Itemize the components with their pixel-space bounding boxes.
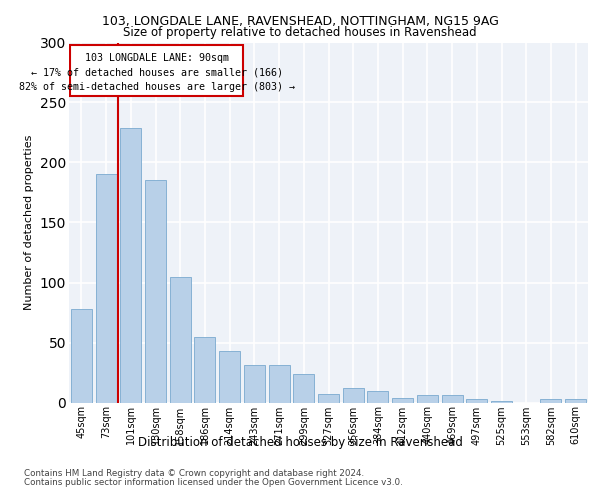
Bar <box>367 390 388 402</box>
Bar <box>343 388 364 402</box>
Bar <box>95 174 116 402</box>
Bar <box>269 366 290 403</box>
Bar <box>541 399 562 402</box>
Bar <box>392 398 413 402</box>
Bar <box>145 180 166 402</box>
Text: 103 LONGDALE LANE: 90sqm: 103 LONGDALE LANE: 90sqm <box>85 54 229 64</box>
Text: Size of property relative to detached houses in Ravenshead: Size of property relative to detached ho… <box>123 26 477 39</box>
Text: Distribution of detached houses by size in Ravenshead: Distribution of detached houses by size … <box>137 436 463 449</box>
Bar <box>219 351 240 403</box>
Bar <box>442 396 463 402</box>
Bar <box>318 394 339 402</box>
FancyBboxPatch shape <box>70 45 243 96</box>
Bar <box>194 336 215 402</box>
Text: 103, LONGDALE LANE, RAVENSHEAD, NOTTINGHAM, NG15 9AG: 103, LONGDALE LANE, RAVENSHEAD, NOTTINGH… <box>101 15 499 28</box>
Text: Contains HM Land Registry data © Crown copyright and database right 2024.: Contains HM Land Registry data © Crown c… <box>24 469 364 478</box>
Bar <box>466 399 487 402</box>
Bar <box>565 399 586 402</box>
Text: ← 17% of detached houses are smaller (166): ← 17% of detached houses are smaller (16… <box>31 68 283 78</box>
Bar <box>120 128 141 402</box>
Bar <box>417 396 438 402</box>
Text: 82% of semi-detached houses are larger (803) →: 82% of semi-detached houses are larger (… <box>19 82 295 92</box>
Bar <box>170 276 191 402</box>
Bar <box>244 366 265 403</box>
Y-axis label: Number of detached properties: Number of detached properties <box>24 135 34 310</box>
Bar <box>293 374 314 402</box>
Bar <box>71 309 92 402</box>
Text: Contains public sector information licensed under the Open Government Licence v3: Contains public sector information licen… <box>24 478 403 487</box>
